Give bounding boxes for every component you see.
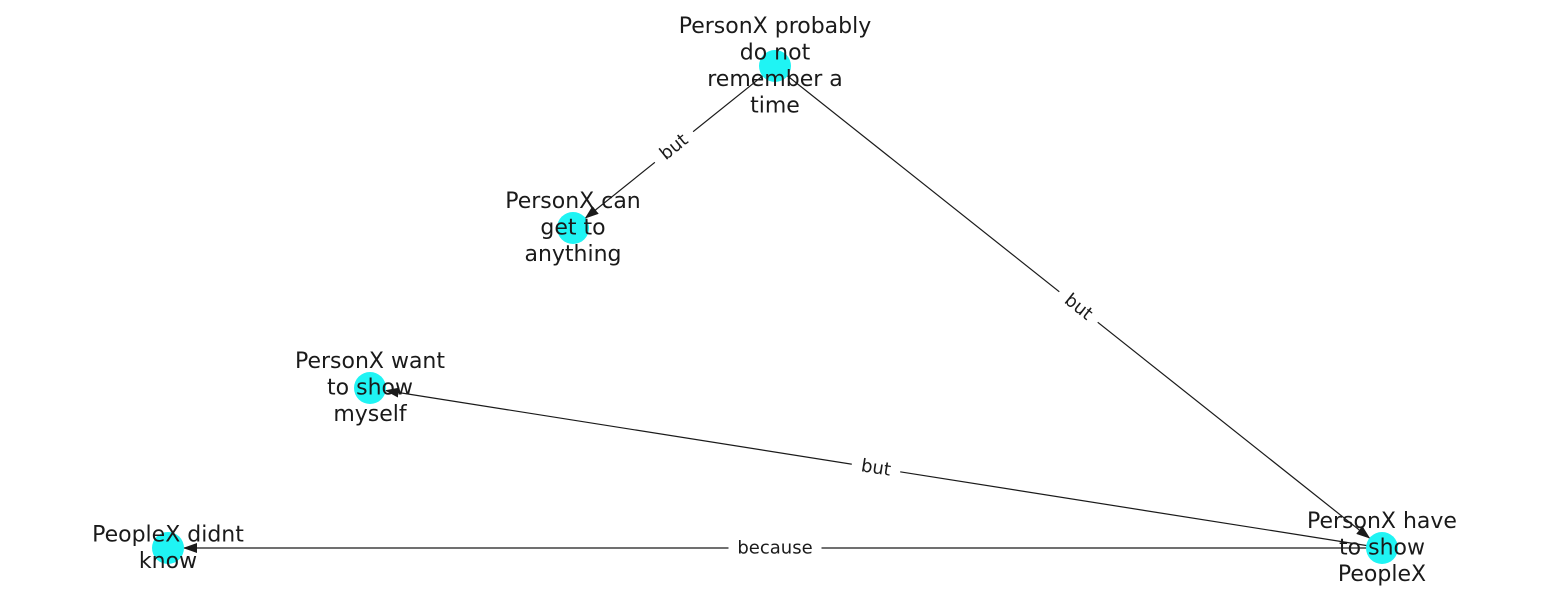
node-label-n4: PeopleX didnt know xyxy=(92,522,244,574)
edges-layer xyxy=(183,65,1383,553)
node-label-line: get to xyxy=(540,216,605,241)
edge-label-group-1: but xyxy=(1051,282,1106,332)
node-n3 xyxy=(354,372,386,404)
node-label-line: PersonX probably xyxy=(679,14,872,39)
node-label-line: PeopleX didnt xyxy=(92,522,244,547)
node-label-line: do not xyxy=(740,40,811,65)
node-label-line: to show xyxy=(1339,536,1425,561)
edge-label-background xyxy=(849,452,903,484)
node-label-line: PeopleX xyxy=(1338,562,1426,587)
node-label-n3: PersonX want to show myself xyxy=(295,349,445,427)
node-label-line: PersonX can xyxy=(505,189,641,214)
node-label-line: remember a xyxy=(707,67,843,92)
edge-labels-layer: but but but because xyxy=(647,122,1106,560)
node-label-line: know xyxy=(139,549,197,574)
node-n5 xyxy=(1366,532,1398,564)
node-label-line: anything xyxy=(524,242,621,267)
edge-label-background xyxy=(647,122,701,172)
edge-label: but xyxy=(860,455,893,480)
node-label-n1: PersonX probably do not remember a time xyxy=(679,14,872,119)
edge-label-background xyxy=(1051,282,1106,332)
node-label-line: PersonX want xyxy=(295,349,445,374)
node-label-line: PersonX have xyxy=(1307,509,1457,534)
node-label-n5: PersonX have to show PeopleX xyxy=(1307,509,1457,587)
node-labels-layer: PersonX probably do not remember a timePers… xyxy=(92,14,1457,587)
edge-label-group-0: but xyxy=(647,122,701,172)
node-n1 xyxy=(759,50,791,82)
node-label-n2: PersonX can get to anything xyxy=(505,189,641,267)
node-n2 xyxy=(557,212,589,244)
node-label-line: time xyxy=(750,93,800,118)
edge-label-group-3: because xyxy=(728,536,822,560)
edge-label-group-2: but xyxy=(849,452,903,484)
node-n4 xyxy=(152,532,184,564)
edge-label-background xyxy=(728,536,822,560)
edge-label: because xyxy=(737,538,812,559)
nodes-layer xyxy=(152,50,1398,564)
node-label-line: myself xyxy=(333,402,408,427)
node-label-line: to show xyxy=(327,376,413,401)
